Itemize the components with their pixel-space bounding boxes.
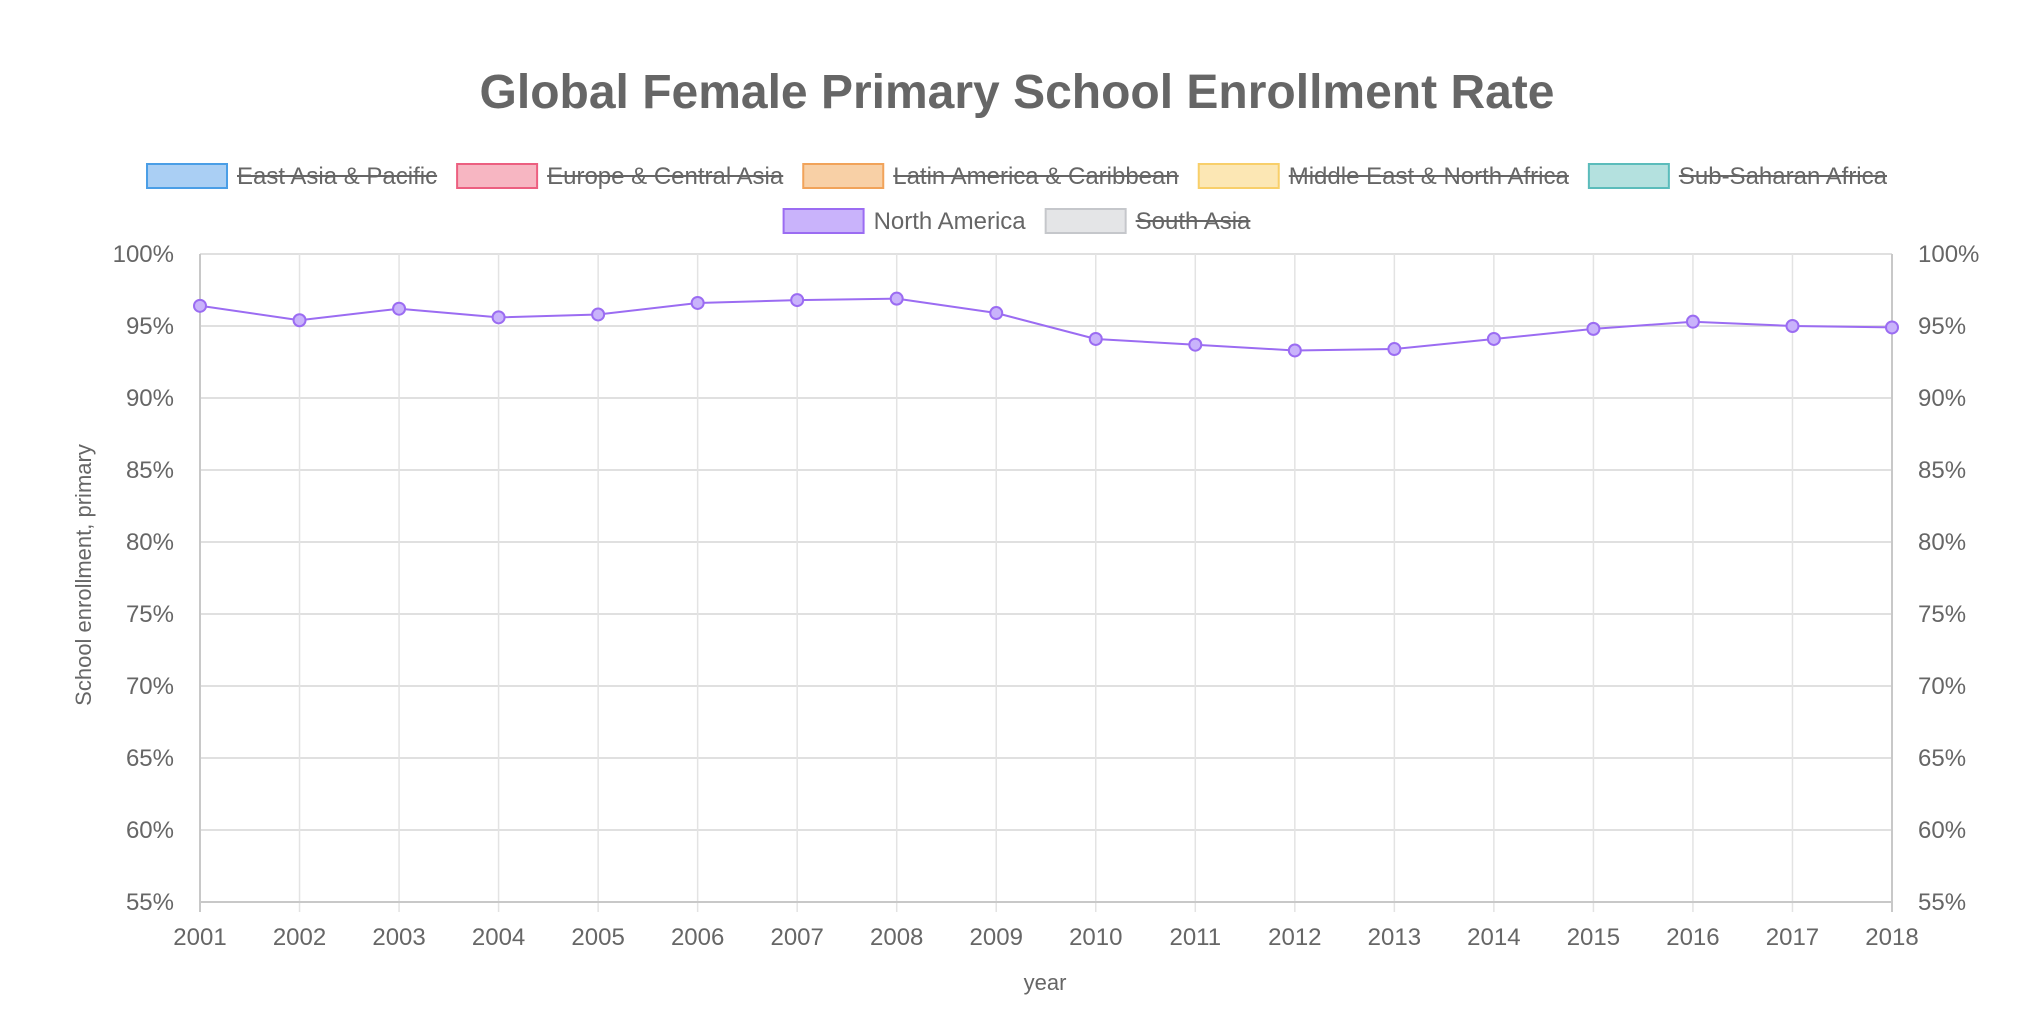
grid xyxy=(199,253,1893,912)
x-tick-label: 2018 xyxy=(1865,924,1918,951)
data-point[interactable] xyxy=(1188,337,1203,352)
data-point[interactable] xyxy=(1387,342,1402,357)
y-tick-label-right: 80% xyxy=(1918,529,1966,556)
y-tick-label: 100% xyxy=(113,241,174,268)
data-point[interactable] xyxy=(193,298,207,313)
x-tick-label: 2004 xyxy=(472,924,525,951)
y-tick-label: 95% xyxy=(126,313,174,340)
legend-item[interactable]: Latin America & Caribbean xyxy=(802,163,1179,190)
y-tick-label: 85% xyxy=(126,457,174,484)
x-tick-label: 2008 xyxy=(870,924,923,951)
y-tick-label: 80% xyxy=(126,529,174,556)
x-tick-label: 2015 xyxy=(1567,924,1620,951)
legend-swatch xyxy=(1587,163,1670,189)
y-tick-label-right: 55% xyxy=(1918,889,1966,916)
x-tick-label: 2017 xyxy=(1766,924,1819,951)
legend-swatch xyxy=(1197,163,1280,189)
y-tick-label-right: 65% xyxy=(1918,745,1966,772)
y-tick-label-right: 75% xyxy=(1918,601,1966,628)
x-tick-label: 2007 xyxy=(770,924,823,951)
y-axis-left-ticks: 55% 60% 65% 70% 75% 80% 85% 90% 95% 100% xyxy=(113,241,174,916)
legend-item[interactable]: Europe & Central Asia xyxy=(456,163,784,190)
data-point[interactable] xyxy=(1785,319,1800,333)
legend: East Asia & Pacific Europe & Central Asia… xyxy=(146,163,1888,235)
x-axis-label: year xyxy=(1024,970,1067,995)
legend-item[interactable]: Sub-Saharan Africa xyxy=(1587,163,1888,190)
x-tick-label: 2005 xyxy=(571,924,624,951)
data-point[interactable] xyxy=(1088,331,1103,346)
y-tick-label-right: 60% xyxy=(1918,817,1966,844)
x-tick-label: 2003 xyxy=(372,924,425,951)
y-tick-label: 90% xyxy=(126,385,174,412)
y-tick-label: 60% xyxy=(126,817,174,844)
x-tick-label: 2006 xyxy=(671,924,724,951)
y-tick-label: 55% xyxy=(126,889,174,916)
legend-item[interactable]: Middle East & North Africa xyxy=(1197,163,1570,190)
data-point[interactable] xyxy=(292,313,307,328)
x-tick-label: 2014 xyxy=(1467,924,1520,951)
series-line xyxy=(199,297,1893,352)
y-tick-label: 70% xyxy=(126,673,174,700)
axes xyxy=(199,254,1893,912)
data-point[interactable] xyxy=(392,301,407,316)
legend-swatch xyxy=(146,163,229,189)
x-axis-ticks: 2001 2002 2003 2004 2005 2006 2007 2008 2009 2010… xyxy=(173,924,1918,951)
y-tick-label-right: 70% xyxy=(1918,673,1966,700)
data-point[interactable] xyxy=(690,295,705,310)
y-axis-right-ticks: 55% 60% 65% 70% 75% 80% 85% 90% 95% 100% xyxy=(1918,241,1979,916)
y-tick-label: 75% xyxy=(126,601,174,628)
x-tick-label: 2016 xyxy=(1666,924,1719,951)
y-axis-label: School enrollment, primary xyxy=(71,444,96,706)
legend-item[interactable]: South Asia xyxy=(1044,208,1251,235)
chart-title: Global Female Primary School Enrollment … xyxy=(480,66,1555,119)
legend-swatch xyxy=(1044,208,1127,234)
data-point[interactable] xyxy=(989,306,1004,321)
data-point[interactable] xyxy=(1885,320,1899,335)
data-point[interactable] xyxy=(491,310,506,325)
y-tick-label-right: 100% xyxy=(1918,241,1979,268)
x-tick-label: 2002 xyxy=(273,924,326,951)
legend-swatch xyxy=(782,208,865,234)
legend-item[interactable]: East Asia & Pacific xyxy=(146,163,438,190)
data-point[interactable] xyxy=(1486,331,1501,346)
legend-item[interactable]: North America xyxy=(782,208,1027,235)
x-tick-label: 2012 xyxy=(1268,924,1321,951)
x-tick-label: 2010 xyxy=(1069,924,1122,951)
y-tick-label-right: 95% xyxy=(1918,313,1966,340)
x-tick-label: 2009 xyxy=(970,924,1023,951)
x-tick-label: 2001 xyxy=(173,924,226,951)
data-point[interactable] xyxy=(1685,314,1700,329)
legend-swatch xyxy=(802,163,885,189)
y-tick-label-right: 90% xyxy=(1918,385,1966,412)
legend-swatch xyxy=(456,163,539,189)
data-point[interactable] xyxy=(591,307,606,322)
y-tick-label: 65% xyxy=(126,745,174,772)
legend-label: North America xyxy=(874,208,1027,235)
series-layer xyxy=(193,291,1899,358)
data-point[interactable] xyxy=(1287,343,1302,358)
y-tick-label-right: 85% xyxy=(1918,457,1966,484)
data-point[interactable] xyxy=(790,293,805,308)
data-point[interactable] xyxy=(889,291,904,306)
data-point[interactable] xyxy=(1586,321,1601,336)
x-tick-label: 2013 xyxy=(1368,924,1421,951)
x-tick-label: 2011 xyxy=(1169,924,1221,951)
